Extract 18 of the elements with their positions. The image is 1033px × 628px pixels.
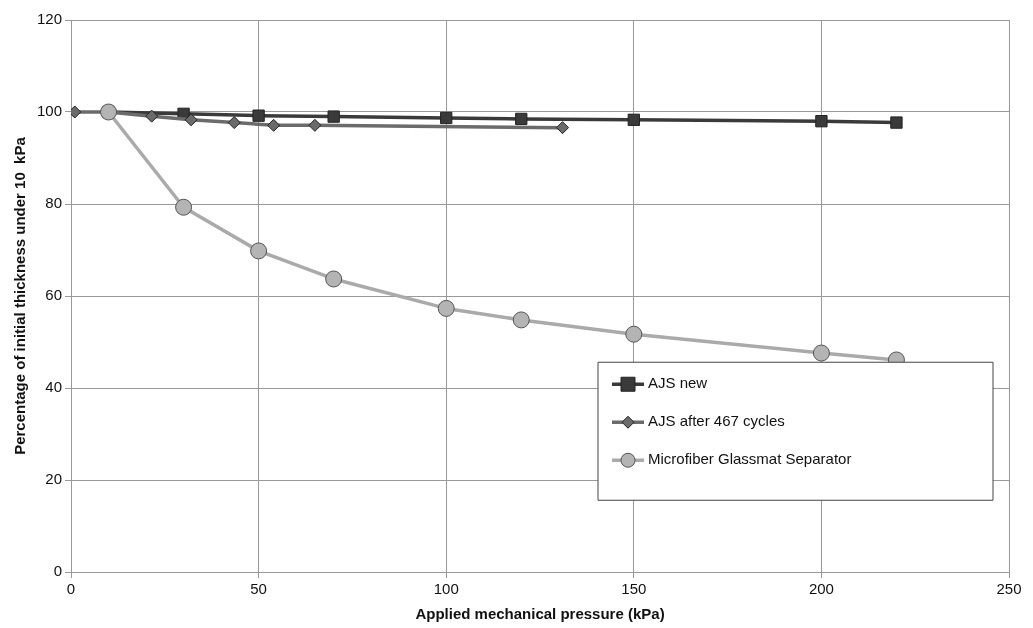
x-tick-label: 200 [808,580,834,598]
y-tick-label: 80 [45,194,63,212]
x-tick-label: 150 [621,580,647,598]
x-axis-title: Applied mechanical pressure (kPa) [415,605,665,623]
y-tick-label: 0 [53,562,63,580]
legend-label: Microfiber Glassmat Separator [648,450,852,468]
y-tick-label: 20 [45,470,63,488]
y-tick-label: 120 [37,10,63,28]
legend-label: AJS new [648,374,708,392]
x-tick-label: 250 [996,580,1022,598]
y-tick-label: 60 [45,286,63,304]
x-tick-label: 0 [66,580,76,598]
x-tick-label: 50 [250,580,267,598]
x-tick-label: 100 [433,580,459,598]
y-tick-label: 40 [45,378,63,396]
y-tick-label: 100 [37,102,63,120]
y-axis-title: Percentage of initial thickness under 10 kPa [11,136,29,455]
legend-label: AJS after 467 cycles [648,412,785,430]
